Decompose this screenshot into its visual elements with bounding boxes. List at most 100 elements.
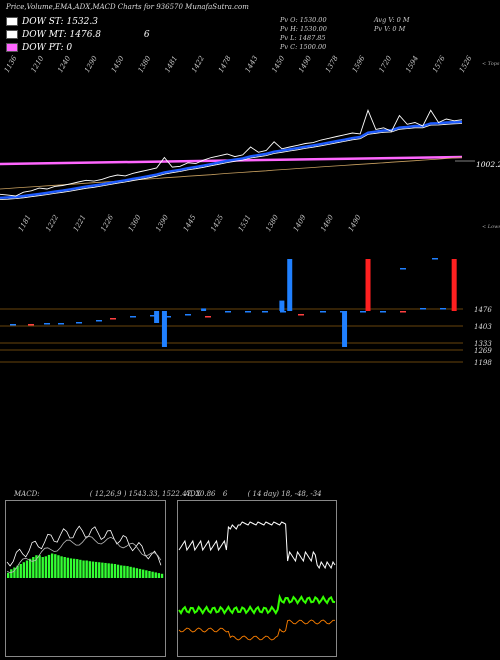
legend-label: DOW MT: <box>22 30 67 40</box>
volume-bar <box>451 259 457 311</box>
macd-bar <box>44 556 48 578</box>
macd-bar <box>41 557 44 578</box>
macd-bar <box>98 562 101 578</box>
macd-bar <box>38 555 41 578</box>
pivot-close: Pv C: 1500.00 <box>280 43 327 51</box>
low-price-label: 1490 <box>347 213 363 233</box>
macd-bar <box>60 556 63 578</box>
legend-dow-st: DOW ST: 1532.3 <box>6 17 98 27</box>
ema-mid-line <box>0 157 463 190</box>
low-price-label: 1221 <box>72 214 88 233</box>
top-price-label: 1526 <box>458 55 474 74</box>
low-price-label: 1460 <box>319 213 335 233</box>
macd-bar <box>72 558 76 578</box>
top-price-label: 1290 <box>83 55 99 74</box>
volume-level-label: 1476 <box>474 306 492 314</box>
macd-bar <box>66 557 70 578</box>
volume-level-label: 1333 <box>474 340 492 348</box>
volume-level-label: 1198 <box>474 359 492 367</box>
price-line <box>0 109 463 197</box>
low-price-label: 1409 <box>292 213 308 233</box>
low-price-label: 1226 <box>99 213 115 233</box>
macd-signal-line <box>6 535 162 574</box>
top-price-label: 1450 <box>110 55 126 74</box>
macd-frame <box>5 500 166 657</box>
macd-bar <box>126 566 129 578</box>
macd-bar <box>129 566 132 578</box>
macd-bar <box>19 564 22 578</box>
legend-dow-pt: DOW PT: 0 <box>6 43 72 53</box>
macd-bar <box>142 569 145 578</box>
macd-bar <box>54 554 57 578</box>
macd-bar <box>32 557 35 578</box>
macd-bar <box>16 565 19 578</box>
legend-swatch <box>6 43 18 52</box>
legend-swatch <box>6 30 18 39</box>
macd-bar <box>76 559 79 578</box>
macd-bar <box>22 562 26 578</box>
volume-tick <box>440 308 446 310</box>
pivot-info: Pv O: 1530.00 Pv H: 1530.00 Pv L: 1487.8… <box>280 16 327 52</box>
top-price-label: 1490 <box>297 55 313 74</box>
volume-tick <box>110 318 116 320</box>
macd-bar <box>57 555 60 578</box>
low-price-label: 1445 <box>182 213 198 233</box>
pivot-low: Pv L: 1487.85 <box>280 34 326 42</box>
volume-tick <box>130 316 136 318</box>
top-price-label: 1378 <box>324 55 340 74</box>
volume-info: Avg V: 0 M Pv V: 0 M <box>374 16 409 34</box>
macd-bar <box>157 573 161 578</box>
volume-tick <box>165 316 171 318</box>
ema-short-line <box>0 120 463 199</box>
volume-tick <box>44 323 50 325</box>
adx-header: ADX 6 ( 14 day) 18, -48, -34 <box>185 490 322 498</box>
volume-tick <box>320 311 326 313</box>
adx-chart <box>177 500 337 657</box>
macd-bar <box>145 570 148 578</box>
volume-bar <box>365 259 371 311</box>
chart-title: Price,Volume,EMA,ADX,MACD Charts for 936… <box>6 3 249 11</box>
volume-tick <box>432 258 438 260</box>
volume-tick <box>298 314 304 316</box>
adx-frame <box>177 500 337 657</box>
macd-bar <box>135 568 139 578</box>
volume-tick <box>10 324 16 326</box>
volume-level-label: 1403 <box>474 323 492 331</box>
top-price-label: 1240 <box>56 55 72 74</box>
macd-bar <box>82 560 85 578</box>
adx-value: 6 <box>222 490 228 498</box>
macd-bar <box>69 558 73 578</box>
volume-bar <box>342 311 348 347</box>
avg-volume: Avg V: 0 M <box>374 16 410 24</box>
adx-line <box>178 521 336 570</box>
macd-bar <box>120 565 123 578</box>
low-price-label: 1380 <box>264 213 280 233</box>
top-price-label: 1596 <box>351 55 367 74</box>
macd-bar <box>79 559 82 578</box>
pivot-open: Pv O: 1530.00 <box>280 16 327 24</box>
macd-title: MACD: <box>14 490 40 498</box>
low-price-label: 1425 <box>209 213 225 233</box>
volume-bar <box>201 308 207 311</box>
volume-tick <box>28 324 34 326</box>
top-price-label: 1136 <box>3 55 19 74</box>
volume-tick <box>150 315 156 317</box>
volume-bar <box>287 259 293 311</box>
macd-bar <box>47 554 51 578</box>
legend-label: DOW PT: <box>22 43 64 53</box>
macd-bar <box>28 558 32 578</box>
macd-bar <box>154 572 157 578</box>
legend-dow-mt: DOW MT: 1476.8 6 <box>6 30 150 40</box>
macd-bar <box>104 562 107 578</box>
macd-bar <box>148 571 151 578</box>
lows-corner-label: < Lows <box>482 224 500 230</box>
macd-bar <box>10 569 13 578</box>
volume-tick <box>185 314 191 316</box>
macd-header: MACD: ( 12,26,9 ) 1543.33, 1522.47, 20.8… <box>14 490 216 498</box>
adx-title: ADX <box>185 490 201 498</box>
plus-di-line <box>178 593 336 615</box>
macd-bar <box>160 573 164 578</box>
macd-bar <box>35 555 38 578</box>
macd-bar <box>151 571 154 578</box>
top-price-label: 1210 <box>30 55 46 74</box>
